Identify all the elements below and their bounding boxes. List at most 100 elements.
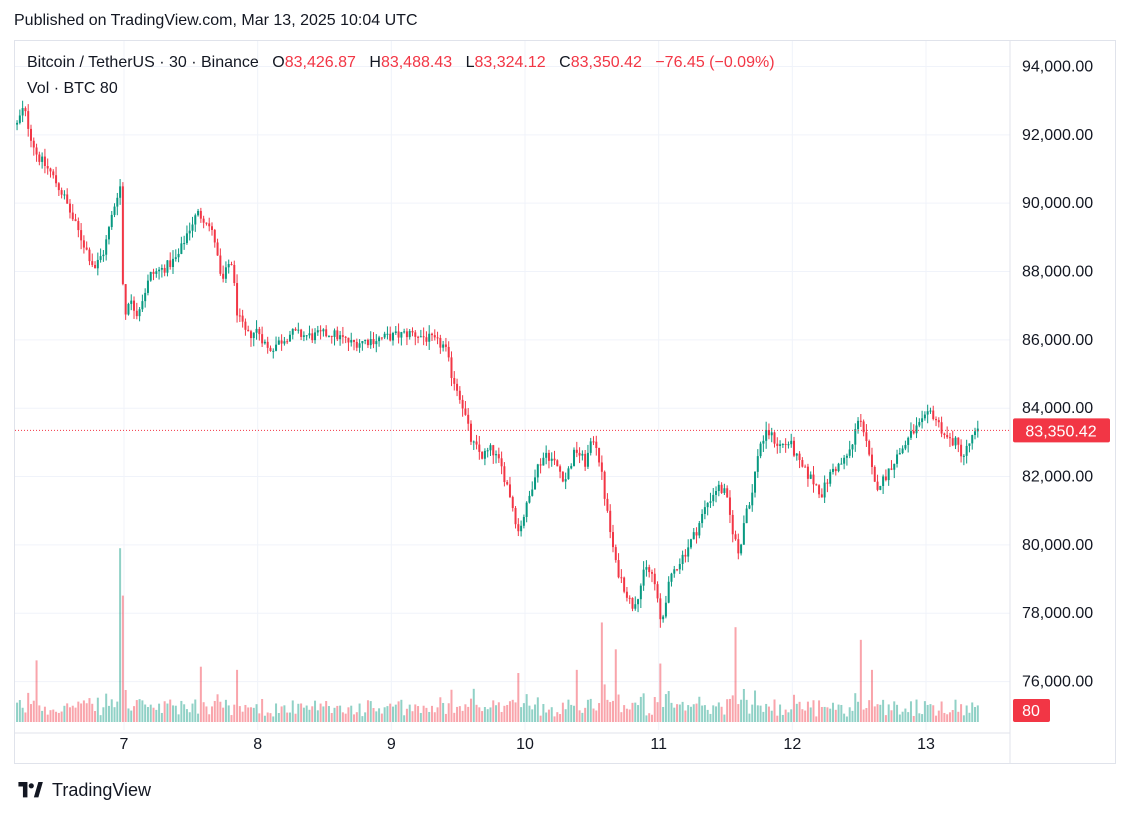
volume-bar — [185, 709, 188, 722]
y-tick-label: 78,000.00 — [1022, 605, 1093, 622]
last-price-line: 83,350.42 80 — [15, 418, 1110, 722]
candle-body — [392, 332, 395, 341]
candle-body — [545, 452, 548, 458]
candle-body — [458, 390, 461, 400]
volume-bar — [508, 701, 511, 722]
volume-bar — [536, 697, 539, 722]
candle-body — [355, 341, 358, 348]
candle-body — [556, 460, 559, 467]
candle-body — [389, 333, 392, 341]
volume-bar — [974, 707, 977, 722]
volume-bar — [180, 700, 183, 722]
candle-body — [843, 457, 846, 464]
volume-bar — [976, 705, 979, 722]
volume-bar — [41, 710, 44, 722]
volume-bar — [620, 712, 623, 722]
candle-body — [361, 341, 364, 344]
candle-body — [876, 481, 879, 490]
volume-bar — [197, 713, 200, 722]
volume-bar — [369, 701, 372, 722]
candle-body — [316, 330, 319, 333]
candle-body — [776, 443, 779, 446]
candle-body — [698, 523, 701, 536]
volume-bar — [163, 701, 166, 722]
volume-bar — [547, 709, 550, 722]
volume-bar — [300, 703, 303, 722]
candle-body — [862, 421, 865, 433]
volume-bar — [68, 707, 71, 722]
volume-bar — [561, 702, 564, 722]
volume-bar — [603, 684, 606, 722]
volume-bar — [745, 699, 748, 722]
candle-body — [336, 330, 339, 340]
volume-bar — [845, 716, 848, 722]
candle-body — [188, 230, 191, 234]
candle-body — [149, 271, 152, 281]
candle-body — [781, 443, 784, 445]
candle-body — [41, 156, 44, 162]
candlesticks — [16, 100, 979, 628]
candle-body — [288, 334, 291, 342]
candle-body — [430, 333, 433, 336]
volume-bar — [762, 711, 765, 722]
tradingview-brand[interactable]: TradingView — [16, 780, 151, 801]
volume-bar — [857, 701, 860, 722]
candle-body — [901, 448, 904, 454]
volume-legend: Vol · BTC 80 — [27, 80, 118, 98]
volume-label[interactable]: Vol · BTC — [27, 80, 96, 97]
candle-body — [146, 280, 149, 293]
candle-body — [63, 194, 66, 196]
volume-bar — [392, 706, 395, 722]
candle-body — [517, 524, 520, 532]
volume-bar — [500, 711, 503, 722]
volume-bar — [614, 649, 617, 722]
y-tick-label: 86,000.00 — [1022, 332, 1093, 349]
volume-bar — [82, 700, 85, 722]
candle-body — [135, 310, 138, 317]
volume-bar — [887, 704, 890, 722]
candle-body — [294, 328, 297, 331]
candle-body — [497, 454, 500, 459]
candle-body — [937, 420, 940, 423]
volume-bar — [929, 704, 932, 722]
candle-body — [397, 331, 400, 338]
volume-bar — [199, 666, 202, 722]
volume-bar — [912, 715, 915, 722]
candle-body — [865, 432, 868, 441]
volume-bar — [219, 701, 222, 722]
y-tick-label: 82,000.00 — [1022, 469, 1093, 486]
candle-body — [840, 463, 843, 465]
candle-body — [124, 284, 127, 315]
symbol-label[interactable]: Bitcoin / TetherUS · 30 · Binance — [27, 54, 259, 71]
volume-bar — [294, 713, 297, 722]
volume-bar — [280, 706, 283, 722]
volume-bar — [236, 669, 239, 722]
candle-body — [266, 341, 269, 348]
candle-body — [216, 242, 219, 256]
candle-body — [57, 183, 60, 191]
volume-bar — [935, 715, 938, 722]
volume-bar — [258, 713, 261, 722]
candle-body — [976, 428, 979, 432]
candle-body — [364, 339, 367, 342]
candle-body — [946, 434, 949, 438]
volume-bar — [16, 702, 19, 722]
candle-body — [177, 253, 180, 258]
volume-bar — [829, 708, 832, 722]
candle-body — [954, 437, 957, 446]
candle-body — [18, 115, 21, 123]
volume-bar — [703, 705, 706, 722]
volume-bar — [706, 709, 709, 722]
candle-body — [575, 449, 578, 453]
volume-bar — [469, 698, 472, 722]
volume-bar — [333, 707, 336, 722]
volume-bar — [954, 699, 957, 722]
candle-body — [542, 457, 545, 466]
volume-bar — [183, 704, 186, 722]
volume-bar — [971, 702, 974, 722]
candle-body — [784, 443, 787, 445]
volume-bar — [531, 709, 534, 722]
candle-body — [921, 418, 924, 423]
volume-bar — [110, 699, 113, 722]
